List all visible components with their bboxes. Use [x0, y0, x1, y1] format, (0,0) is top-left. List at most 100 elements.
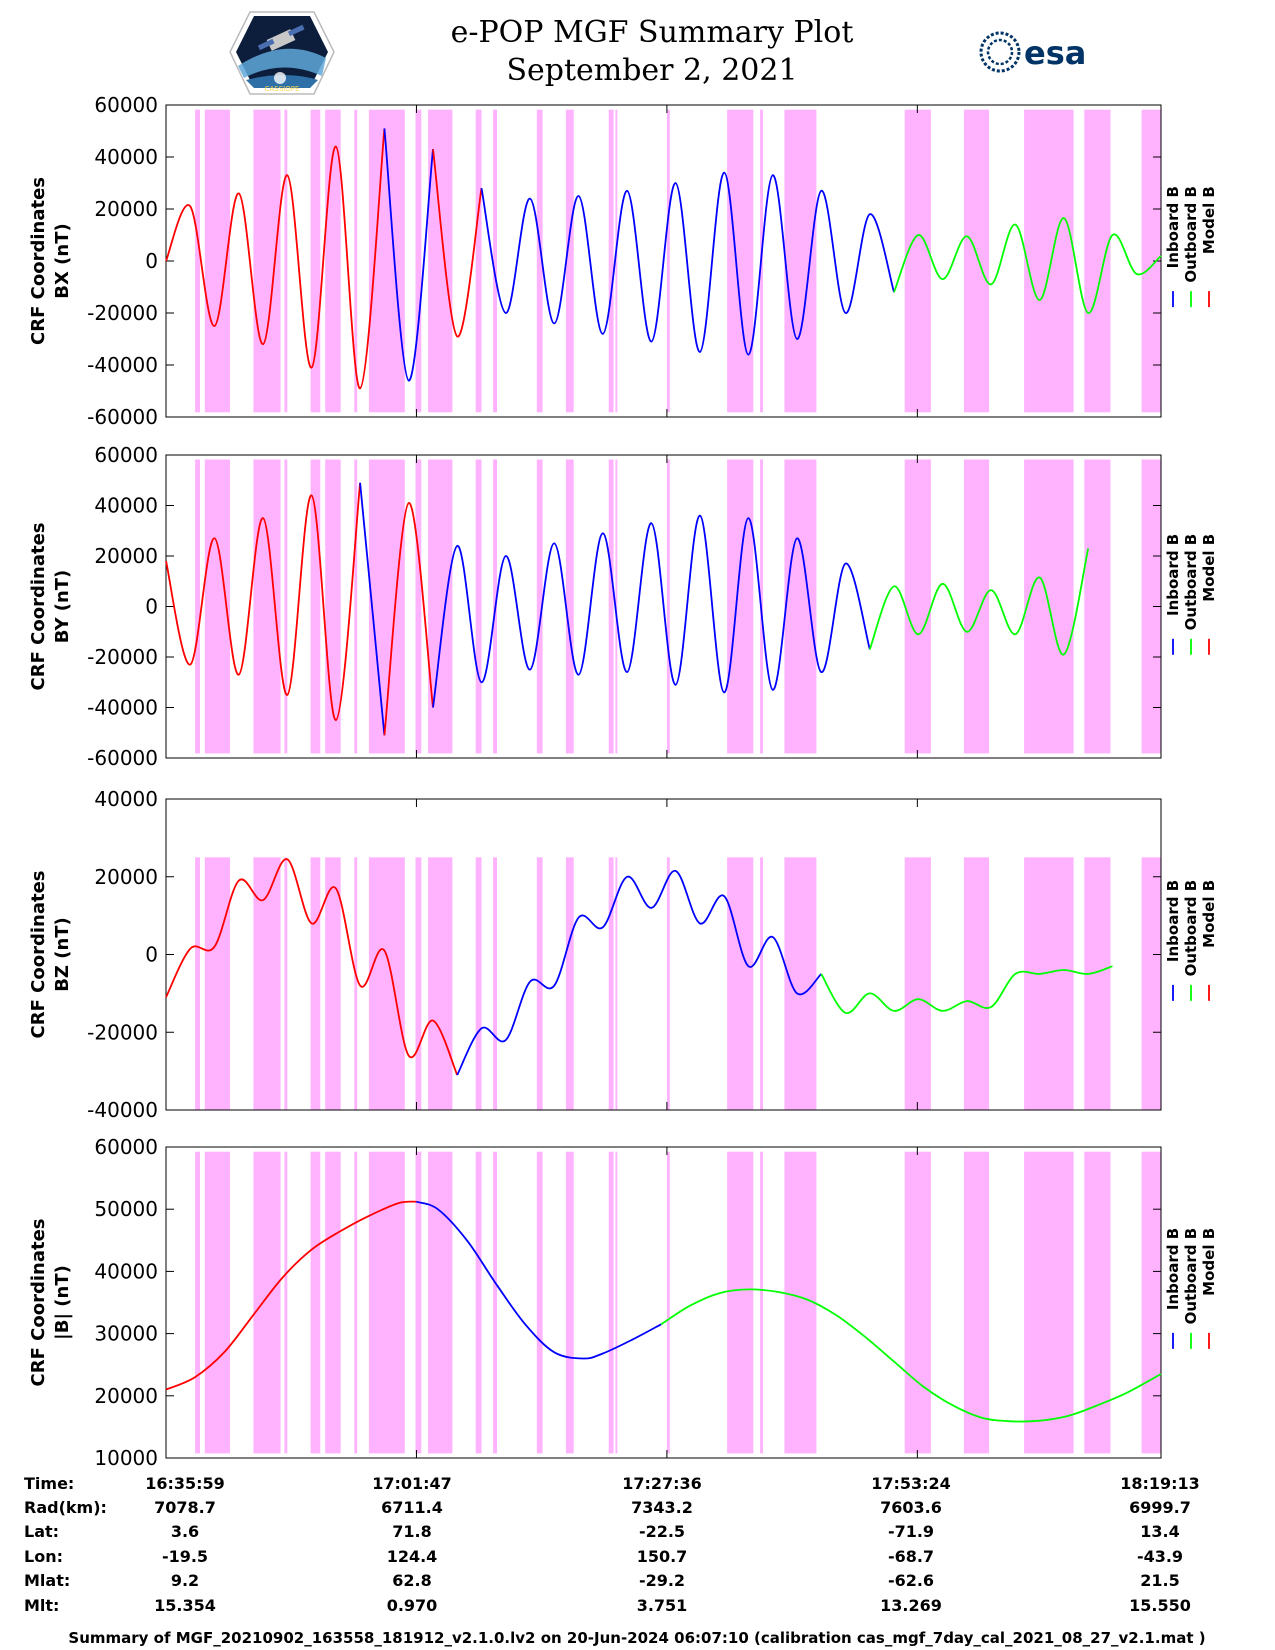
- y-tick-label: -60000: [87, 405, 158, 429]
- info-cell: 15.550: [1129, 1596, 1191, 1615]
- legend-model-label: Model B: [1200, 534, 1218, 602]
- shading-bar: [354, 109, 358, 413]
- shading-bar: [608, 1151, 614, 1454]
- shading-bar: [608, 109, 614, 413]
- y-tick-label: 0: [145, 249, 158, 273]
- y-axis-label-line2: BZ (nT): [52, 917, 73, 992]
- y-tick-label: -20000: [87, 1020, 158, 1044]
- info-cell: 62.8: [392, 1571, 431, 1590]
- shading-bar: [195, 1151, 200, 1454]
- y-tick-label: 20000: [94, 197, 158, 221]
- shading-bar: [368, 857, 405, 1110]
- panel-bx: 60000 40000 20000 0 -20000 -40000 -60000 CRF Co…: [28, 93, 1218, 429]
- shading-bar: [1141, 459, 1161, 754]
- shading-bar: [415, 459, 422, 754]
- shading-bar: [204, 1151, 230, 1454]
- shading-bar: [475, 1151, 482, 1454]
- info-cell: 7603.6: [880, 1498, 942, 1517]
- info-cell: 17:53:24: [871, 1474, 951, 1493]
- info-cell: 7078.7: [154, 1498, 216, 1517]
- y-axis-label-line1: CRF Coordinates: [28, 523, 49, 691]
- model-b-series: [165, 482, 361, 722]
- inboard-b-series: [456, 870, 822, 1076]
- footer-summary: Summary of MGF_20210902_163558_181912_v2…: [68, 1629, 1205, 1647]
- shading-bar: [615, 1151, 618, 1454]
- inboard-b-series: [432, 514, 871, 708]
- y-tick-label: -60000: [87, 746, 158, 770]
- shading-bar: [253, 1151, 281, 1454]
- series-lines: [165, 1200, 1162, 1423]
- legend-outboard-label: Outboard B: [1182, 1228, 1200, 1325]
- info-cell: 9.2: [171, 1571, 199, 1590]
- shading-bar: [284, 857, 288, 1110]
- info-cell: 17:01:47: [372, 1474, 452, 1493]
- shading-bars: [195, 459, 1161, 754]
- info-cell: -68.7: [888, 1547, 934, 1566]
- shading-bar: [195, 109, 200, 413]
- shading-bar: [536, 857, 543, 1110]
- y-tick-label: 20000: [94, 1384, 158, 1408]
- shading-bar: [204, 857, 230, 1110]
- info-cell: 13.269: [880, 1596, 942, 1615]
- outboard-b-series: [820, 965, 1113, 1014]
- outboard-b-series: [660, 1288, 1162, 1423]
- legend-outboard-label: Outboard B: [1182, 186, 1200, 283]
- info-cell: 3.6: [171, 1522, 199, 1541]
- inboard-b-series: [416, 1200, 662, 1360]
- y-tick-label: -40000: [87, 696, 158, 720]
- legend: Inboard B Outboard B Model B: [1164, 534, 1218, 655]
- shading-bar: [615, 109, 618, 413]
- shading-bar: [354, 857, 358, 1110]
- y-tick-label: 10000: [94, 1446, 158, 1470]
- info-cell: 6999.7: [1129, 1498, 1191, 1517]
- info-row-label: Rad(km):: [24, 1498, 107, 1517]
- shading-bar: [310, 1151, 321, 1454]
- shading-bar: [963, 1151, 990, 1454]
- y-tick-label: 40000: [94, 145, 158, 169]
- shading-bar: [253, 109, 281, 413]
- model-b-series: [165, 1200, 417, 1391]
- legend-inboard-label: Inboard B: [1164, 1228, 1182, 1310]
- info-cell: 21.5: [1140, 1571, 1179, 1590]
- shading-bar: [963, 857, 990, 1110]
- shading-bars: [195, 857, 1161, 1110]
- info-cell: -19.5: [162, 1547, 208, 1566]
- shading-bar: [475, 857, 482, 1110]
- shading-bar: [428, 459, 453, 754]
- y-tick-label: 40000: [94, 494, 158, 518]
- shading-bar: [784, 459, 817, 754]
- y-tick-label: 0: [145, 595, 158, 619]
- series-lines: [165, 482, 1090, 736]
- info-cell: 71.8: [392, 1522, 431, 1541]
- shading-bar: [368, 1151, 405, 1454]
- y-tick-label: 30000: [94, 1322, 158, 1346]
- shading-bar: [428, 1151, 453, 1454]
- y-tick-label: -20000: [87, 301, 158, 325]
- shading-bar: [1084, 857, 1111, 1110]
- info-cell: 17:27:36: [622, 1474, 702, 1493]
- shading-bar: [493, 1151, 497, 1454]
- info-cell: 3.751: [637, 1596, 688, 1615]
- shading-bar: [195, 459, 200, 754]
- info-cell: 124.4: [387, 1547, 438, 1566]
- shading-bar: [963, 109, 990, 413]
- series-lines: [165, 128, 1162, 390]
- shading-bar: [565, 857, 574, 1110]
- y-axis-label-line2: BY (nT): [52, 570, 73, 644]
- info-row-label: Time:: [24, 1474, 74, 1493]
- shading-bar: [310, 857, 321, 1110]
- info-cell: -43.9: [1137, 1547, 1183, 1566]
- shading-bar: [253, 459, 281, 754]
- y-tick-label: 40000: [94, 787, 158, 811]
- y-axis-label-line1: CRF Coordinates: [28, 177, 49, 345]
- info-cell: 150.7: [637, 1547, 688, 1566]
- info-cell: -71.9: [888, 1522, 934, 1541]
- shading-bar: [1141, 1151, 1161, 1454]
- y-tick-label: -40000: [87, 1098, 158, 1122]
- shading-bar: [963, 459, 990, 754]
- shading-bar: [415, 857, 422, 1110]
- shading-bar: [195, 857, 200, 1110]
- shading-bar: [325, 857, 341, 1110]
- shading-bar: [1141, 109, 1161, 413]
- info-row-label: Lat:: [24, 1522, 59, 1541]
